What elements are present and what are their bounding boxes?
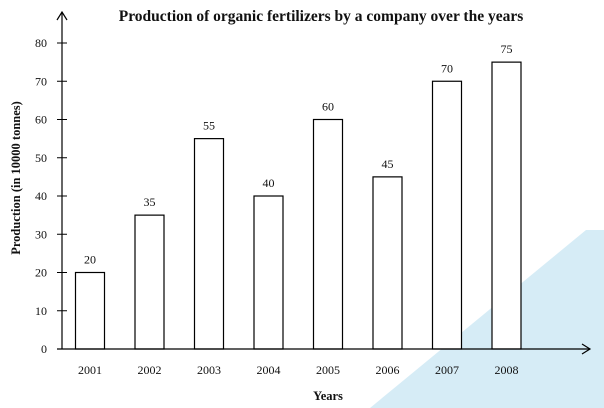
y-tick-label: 10 [35,304,47,318]
x-tick-label: 2005 [316,363,340,377]
y-tick-label: 60 [35,113,47,127]
bar-2004 [253,195,284,350]
chart-title: Production of organic fertilizers by a c… [119,8,524,25]
bar-2006 [372,176,403,350]
bar-value-label: 60 [322,100,334,114]
x-tick-label: 2003 [197,363,221,377]
y-axis-arrow-icon [56,10,68,21]
y-tick-label: 80 [35,36,47,50]
bar-2007 [431,80,463,350]
x-tick-label: 2008 [495,363,519,377]
bar-value-label: 40 [263,176,275,190]
y-tick-label: 20 [35,266,47,280]
y-tick-label: 0 [41,342,47,356]
bar-value-label: 75 [501,42,513,56]
y-axis-title: Production (in 10000 tonnes) [9,101,23,255]
bars-group: 20 35 55 40 60 45 70 75 [74,42,522,350]
y-tick-label: 40 [35,189,47,203]
bar-value-label: 35 [144,195,156,209]
axes [56,10,592,355]
x-tick-label: 2004 [257,363,281,377]
bar-2008 [491,61,522,350]
x-axis-arrow-icon [581,343,592,355]
bar-value-label: 55 [203,119,215,133]
bar-2001 [74,271,106,350]
x-axis-ticks: 2001 2002 2003 2004 2005 2006 2007 2008 [78,363,519,377]
bar-value-label: 20 [84,253,96,267]
y-tick-label: 70 [35,74,47,88]
bar-2002 [134,214,165,350]
x-axis-title: Years [313,389,343,403]
y-tick-label: 30 [35,227,47,241]
decorative-triangle [370,230,604,408]
x-tick-label: 2002 [138,363,162,377]
y-tick-label: 50 [35,151,47,165]
bar-2003 [193,138,225,350]
x-tick-label: 2001 [78,363,102,377]
bar-2005 [312,118,344,350]
bar-value-label: 45 [382,157,394,171]
bar-value-label: 70 [441,61,453,75]
x-tick-label: 2007 [435,363,459,377]
x-tick-label: 2006 [376,363,400,377]
